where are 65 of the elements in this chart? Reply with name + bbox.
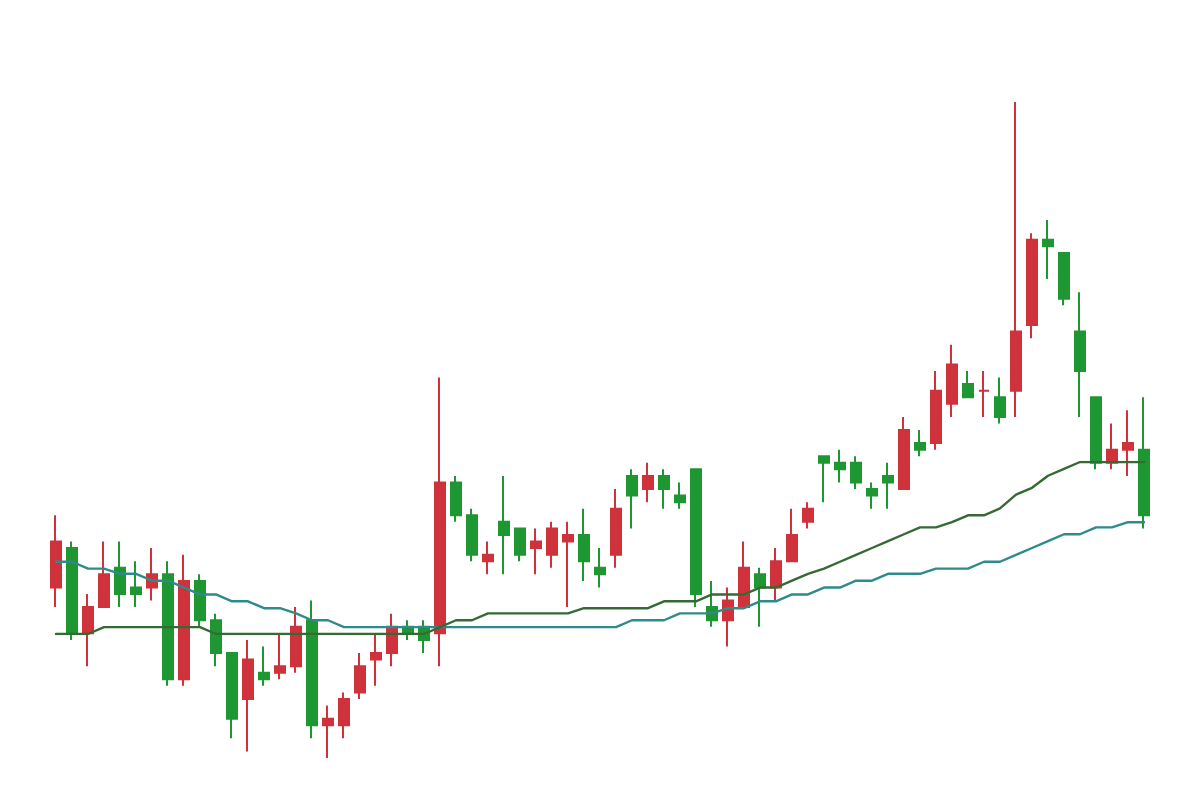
candlestick (930, 369, 942, 451)
candlestick (562, 520, 574, 609)
candlestick (258, 645, 270, 687)
candlestick (834, 448, 846, 484)
candlestick (786, 507, 798, 563)
candlestick (178, 553, 190, 687)
candlestick (130, 560, 142, 609)
candlestick (738, 540, 750, 609)
candlestick (1042, 219, 1054, 281)
candlestick (322, 704, 334, 759)
candlestick (1074, 291, 1086, 418)
candlestick (802, 501, 814, 530)
candlestick (434, 376, 446, 668)
candlestick (754, 566, 766, 628)
candlestick (466, 507, 478, 563)
candlestick (690, 468, 702, 609)
candlestick (626, 468, 638, 530)
candlestick (514, 527, 526, 563)
candlestick (866, 481, 878, 510)
candlestick (1122, 409, 1134, 477)
candlestick (338, 691, 350, 740)
candlestick (242, 638, 254, 753)
candlestick (50, 514, 62, 609)
candlestick (674, 481, 686, 510)
candlestick (530, 527, 542, 576)
candlestick (226, 652, 238, 740)
candlestick (210, 612, 222, 668)
candlestick (66, 540, 78, 641)
candlestick (1090, 396, 1102, 471)
candlestick (82, 593, 94, 668)
candlestick (162, 560, 174, 687)
candlestick (482, 540, 494, 576)
candlestick (898, 415, 910, 491)
candlestick (642, 461, 654, 504)
candlestick (658, 468, 670, 510)
candlestick (290, 606, 302, 674)
candlestick (610, 488, 622, 569)
candlestick (850, 455, 862, 491)
candlestick (354, 652, 366, 700)
candlestick (994, 376, 1006, 425)
candlestick (722, 586, 734, 648)
candlestick (274, 632, 286, 681)
candlestick (114, 540, 126, 609)
candlestick (306, 599, 318, 740)
candlestick (1106, 422, 1118, 471)
candlestick (1058, 251, 1070, 307)
candlestick (98, 540, 110, 609)
candlestick (546, 520, 558, 569)
candlestick (1138, 396, 1150, 530)
candlestick (818, 455, 830, 504)
candlestick (578, 507, 590, 582)
candlestick (914, 429, 926, 458)
candlestick (1026, 232, 1038, 340)
candlestick (962, 369, 974, 399)
candlestick (498, 474, 510, 576)
candlestick (594, 547, 606, 589)
candlestick (194, 573, 206, 628)
candlestick (978, 369, 990, 418)
candlestick (882, 461, 894, 510)
candlestick (450, 474, 462, 523)
candlestick (386, 612, 398, 668)
candlestick (946, 343, 958, 418)
candlestick (370, 632, 382, 687)
candlestick (770, 547, 782, 602)
candlestick (1010, 101, 1022, 418)
